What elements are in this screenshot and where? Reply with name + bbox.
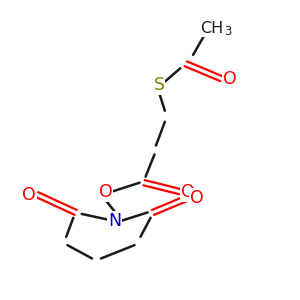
Text: N: N (108, 212, 121, 230)
Text: CH: CH (200, 21, 224, 36)
Text: O: O (181, 183, 195, 201)
Text: 3: 3 (224, 25, 232, 38)
Text: O: O (190, 189, 204, 207)
Text: O: O (98, 183, 112, 201)
Text: S: S (153, 76, 164, 94)
Text: O: O (223, 70, 236, 88)
Text: O: O (22, 186, 36, 204)
